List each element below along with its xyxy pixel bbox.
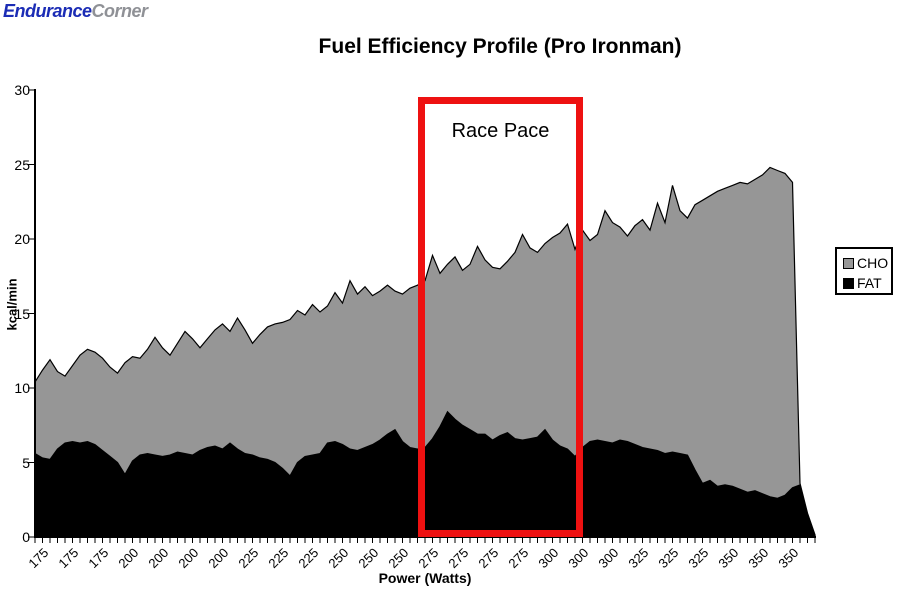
race-pace-annotation-label: Race Pace (451, 120, 550, 142)
y-tick-label: 15 (14, 305, 30, 322)
y-tick-label: 20 (14, 231, 30, 247)
logo-part-corner: Corner (91, 1, 149, 21)
legend-item-fat: FAT (843, 273, 891, 293)
legend-label-cho: CHO (857, 255, 889, 271)
legend-item-cho: CHO (843, 253, 891, 273)
logo-part-endurance: Endurance (3, 1, 92, 21)
legend: CHO FAT (835, 247, 893, 295)
fat-swatch-icon (843, 277, 854, 289)
series-area (34, 410, 816, 538)
race-pace-annotation-box (418, 97, 583, 537)
y-tick-label: 10 (14, 380, 30, 396)
y-axis-title: kcal/min (4, 278, 20, 331)
endurance-corner-logo: EnduranceCorner (3, 1, 148, 22)
x-axis-title: Power (Watts) (378, 570, 472, 586)
cho-swatch-icon (843, 257, 854, 269)
chart-title: Fuel Efficiency Profile (Pro Ironman) (318, 35, 682, 58)
y-tick-label: 30 (14, 82, 30, 98)
y-tick-label: 0 (22, 529, 30, 545)
y-tick-label: 25 (14, 156, 30, 173)
legend-label-fat: FAT (857, 275, 882, 291)
y-tick-label: 5 (22, 454, 30, 471)
